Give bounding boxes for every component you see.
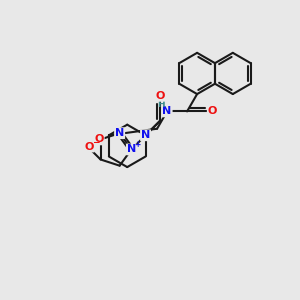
Text: N: N: [115, 128, 124, 138]
Text: O: O: [84, 142, 94, 152]
Text: H: H: [157, 100, 164, 109]
Text: N: N: [127, 144, 136, 154]
Text: O: O: [94, 134, 104, 144]
Text: +: +: [134, 140, 140, 149]
Text: N: N: [163, 106, 172, 116]
Text: O: O: [208, 106, 217, 116]
Text: O: O: [155, 91, 164, 101]
Text: −: −: [92, 138, 99, 147]
Text: N: N: [141, 130, 150, 140]
